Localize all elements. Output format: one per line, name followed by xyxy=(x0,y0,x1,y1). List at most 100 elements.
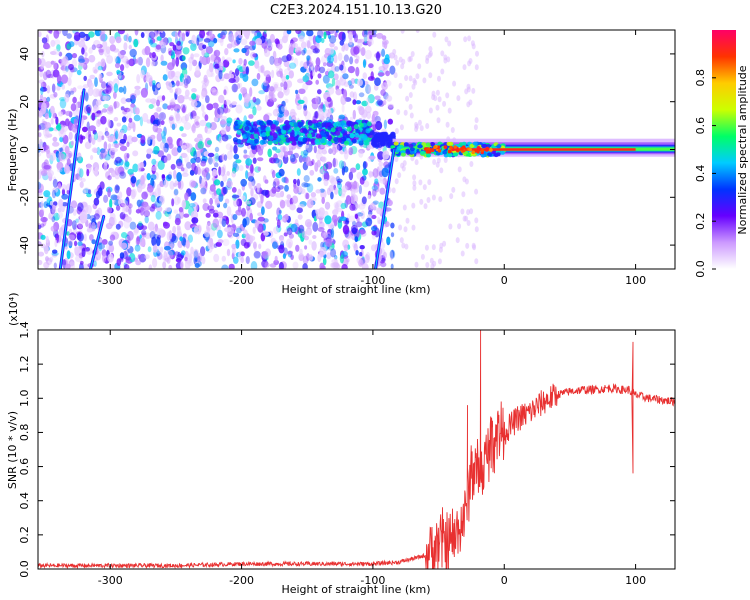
heatmap-cell xyxy=(347,80,353,86)
heatmap-cell xyxy=(243,154,248,159)
heatmap-cell xyxy=(201,90,206,97)
heatmap-cell xyxy=(333,168,339,174)
heatmap-cell xyxy=(312,48,320,54)
heatmap-cell xyxy=(232,59,236,64)
heatmap-cell xyxy=(85,131,92,140)
heatmap-cell xyxy=(240,38,248,46)
heatmap-cell xyxy=(269,263,277,268)
heatmap-cell xyxy=(38,123,47,130)
heatmap-cell xyxy=(408,75,413,82)
heatmap-cell xyxy=(443,145,448,149)
y-tick-label: 1.2 xyxy=(18,355,31,373)
heatmap-cell xyxy=(354,58,359,64)
heatmap-cell xyxy=(358,106,365,116)
heatmap-cell xyxy=(303,61,309,69)
heatmap-cell xyxy=(257,148,264,156)
heatmap-cell xyxy=(163,126,167,137)
heatmap-cell xyxy=(335,88,342,96)
heatmap-cell xyxy=(159,195,165,205)
heatmap-cell xyxy=(337,126,343,132)
heatmap-cell xyxy=(214,63,220,69)
heatmap-cell xyxy=(276,137,282,143)
heatmap-cell xyxy=(52,187,59,193)
heatmap-cell xyxy=(97,61,101,67)
heatmap-cell xyxy=(171,198,175,207)
heatmap-cell xyxy=(414,126,419,132)
heatmap-cell xyxy=(57,207,62,213)
heatmap-cell xyxy=(417,144,423,149)
heatmap-cell xyxy=(121,232,128,239)
heatmap-cell xyxy=(303,175,310,183)
heatmap-cell xyxy=(177,180,182,189)
heatmap-cell xyxy=(232,137,238,143)
heatmap-cell xyxy=(383,140,389,146)
heatmap-cell xyxy=(164,245,171,251)
heatmap-cell xyxy=(332,147,336,154)
heatmap-cell xyxy=(157,150,164,158)
heatmap-cell xyxy=(303,47,307,54)
heatmap-cell xyxy=(223,89,227,96)
heatmap-cell xyxy=(364,49,372,60)
heatmap-cell xyxy=(102,40,108,50)
heatmap-cell xyxy=(352,99,357,105)
heatmap-cell xyxy=(133,38,139,48)
heatmap-cell xyxy=(77,175,83,181)
heatmap-cell xyxy=(206,68,214,78)
heatmap-cell xyxy=(278,244,285,254)
heatmap-cell xyxy=(306,30,314,37)
heatmap-cell xyxy=(217,229,223,239)
heatmap-cell xyxy=(339,64,344,71)
heatmap-cell xyxy=(95,99,102,106)
heatmap-cell xyxy=(183,122,192,130)
heatmap-cell xyxy=(295,244,300,252)
heatmap-cell xyxy=(173,169,177,180)
heatmap-cell xyxy=(103,103,109,109)
heatmap-cell xyxy=(372,123,377,132)
heatmap-cell xyxy=(82,189,87,195)
heatmap-cell xyxy=(41,37,48,44)
heatmap-cell xyxy=(38,31,42,37)
heatmap-cell xyxy=(131,136,138,143)
heatmap-cell xyxy=(112,217,117,226)
heatmap-cell xyxy=(60,65,68,71)
heatmap-cell xyxy=(64,118,70,127)
heatmap-cell xyxy=(297,99,305,104)
heatmap-cell xyxy=(425,262,430,268)
heatmap-cell xyxy=(181,172,189,177)
heatmap-cell xyxy=(231,243,237,250)
heatmap-cell xyxy=(432,31,437,38)
heatmap-cell xyxy=(123,107,131,113)
heatmap-cell xyxy=(331,77,336,87)
heatmap-cell xyxy=(56,168,63,173)
heatmap-cell xyxy=(295,30,302,35)
heatmap-cell xyxy=(252,157,257,164)
heatmap-cell xyxy=(342,185,348,193)
heatmap-cell xyxy=(256,105,262,111)
heatmap-cell xyxy=(328,184,334,193)
heatmap-cell xyxy=(180,261,184,269)
heatmap-cell xyxy=(131,188,137,198)
heatmap-cell xyxy=(205,172,211,181)
heatmap-cell xyxy=(268,85,276,95)
heatmap-cell xyxy=(338,160,345,169)
heatmap-cell xyxy=(365,217,373,227)
heatmap-cell xyxy=(204,114,209,122)
heatmap-cell xyxy=(437,96,442,103)
heatmap-cell xyxy=(125,196,130,206)
heatmap-cell xyxy=(316,109,324,120)
heatmap-cell xyxy=(263,231,269,236)
heatmap-cell xyxy=(188,253,193,264)
heatmap-cell xyxy=(53,91,58,98)
heatmap-cell xyxy=(57,152,64,162)
heatmap-cell xyxy=(353,124,359,130)
heatmap-cell xyxy=(160,54,164,63)
heatmap-cell xyxy=(265,200,273,210)
heatmap-cell xyxy=(374,77,381,86)
heatmap-cell xyxy=(124,161,130,168)
heatmap-cell xyxy=(298,35,305,42)
heatmap-cell xyxy=(195,121,200,126)
heatmap-cell xyxy=(42,71,48,81)
heatmap-cell xyxy=(464,215,469,222)
heatmap-cell xyxy=(430,148,435,152)
heatmap-cell xyxy=(157,118,162,128)
